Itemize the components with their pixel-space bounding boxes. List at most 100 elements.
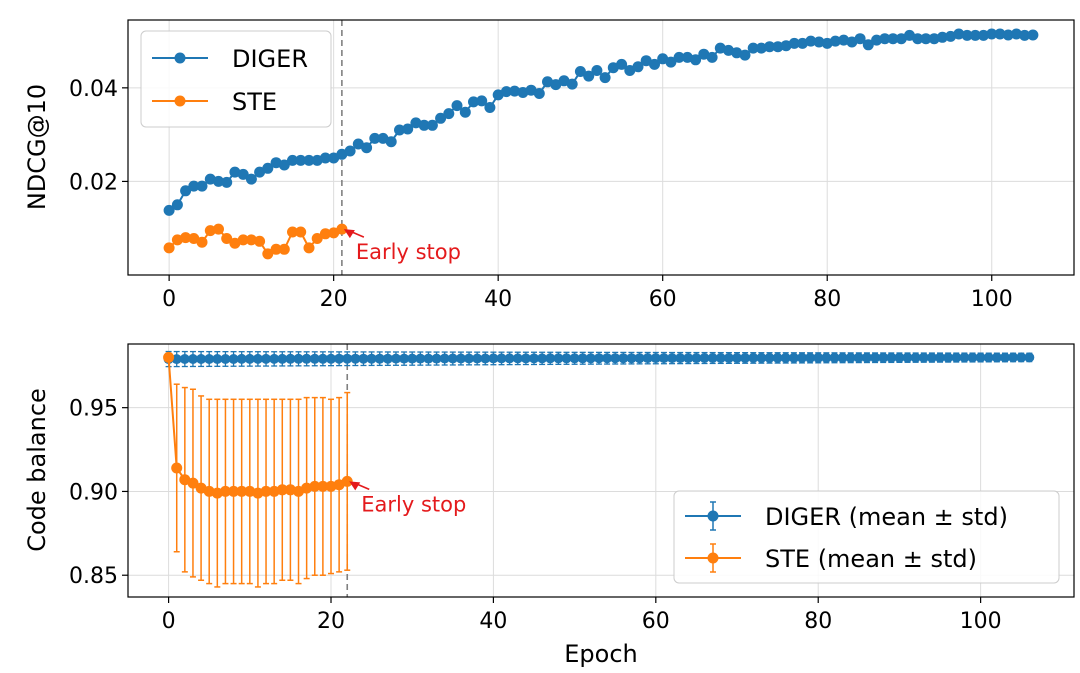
- top-x-tick-label: 100: [971, 287, 1013, 312]
- data-point-diger-mean-std: [902, 352, 913, 363]
- data-point-ste: [196, 236, 208, 248]
- data-point-diger: [698, 48, 710, 60]
- data-point-diger-mean-std: [610, 353, 621, 364]
- data-point-diger: [649, 58, 660, 70]
- code-balance-legend-box: [673, 490, 1060, 584]
- data-point-diger-mean-std: [650, 353, 661, 364]
- data-point-diger-mean-std: [261, 353, 271, 364]
- data-point-diger-mean-std: [667, 353, 678, 364]
- bot-x-tick-label: 80: [804, 609, 832, 634]
- data-point-diger-mean-std: [553, 353, 564, 364]
- data-point-diger: [245, 173, 257, 185]
- data-point-ste: [319, 228, 331, 240]
- bot-annotation-label: Early stop: [361, 492, 466, 516]
- data-point-diger-mean-std: [991, 352, 1002, 363]
- data-point-diger: [706, 51, 718, 63]
- data-point-diger-mean-std: [748, 352, 759, 363]
- data-point-diger: [509, 85, 521, 97]
- data-point-diger: [624, 65, 636, 76]
- data-point-diger-mean-std: [423, 353, 434, 364]
- data-point-ste-mean-std: [301, 482, 313, 494]
- data-point-diger-mean-std: [366, 353, 377, 364]
- data-point-diger-mean-std: [829, 352, 840, 363]
- data-point-diger: [171, 199, 183, 211]
- data-point-diger-mean-std: [634, 353, 645, 364]
- data-point-diger-mean-std: [317, 353, 328, 364]
- data-point-diger: [879, 33, 891, 45]
- data-point-diger-mean-std: [520, 353, 531, 364]
- data-point-ste-mean-std: [219, 485, 231, 497]
- data-point-diger: [468, 96, 479, 108]
- data-point-ste: [221, 233, 233, 244]
- data-point-diger: [574, 66, 586, 77]
- data-point-diger: [1010, 28, 1022, 40]
- data-point-diger-mean-std: [602, 353, 613, 364]
- data-point-diger-mean-std: [464, 353, 474, 364]
- data-point-diger-mean-std: [732, 353, 742, 363]
- data-point-diger-mean-std: [853, 352, 864, 363]
- data-point-diger: [369, 132, 381, 144]
- data-point-diger: [533, 88, 545, 99]
- code-balance-plot-frame: [127, 343, 1075, 598]
- top-x-tick-label: 20: [320, 287, 348, 312]
- data-point-ste-mean-std: [317, 480, 329, 492]
- data-point-diger-mean-std: [196, 354, 207, 364]
- data-point-diger-mean-std: [723, 353, 734, 363]
- data-point-diger-mean-std: [894, 352, 905, 363]
- data-point-diger-mean-std: [886, 352, 897, 363]
- data-point-ste: [303, 242, 315, 254]
- data-point-diger: [953, 28, 965, 40]
- bot-y-tick-label: 0.85: [69, 564, 118, 589]
- data-point-diger: [887, 33, 899, 45]
- data-point-diger: [402, 123, 414, 135]
- data-point-diger: [352, 138, 364, 150]
- data-point-diger-mean-std: [740, 353, 751, 363]
- data-point-diger: [739, 49, 751, 61]
- data-point-diger: [278, 159, 290, 171]
- legend-ste-std-marker: [707, 552, 719, 564]
- data-point-diger-mean-std: [788, 352, 799, 363]
- data-point-diger: [484, 102, 496, 113]
- data-point-diger: [262, 162, 274, 174]
- data-point-diger: [213, 175, 224, 187]
- data-point-diger: [805, 35, 817, 47]
- data-point-diger-mean-std: [545, 353, 556, 364]
- data-point-diger: [591, 65, 603, 76]
- data-point-diger: [961, 29, 973, 41]
- data-point-diger-mean-std: [480, 353, 491, 364]
- data-point-ste: [311, 233, 323, 244]
- bot-y-tick-label: 0.95: [69, 397, 118, 422]
- epoch-x-axis-label: Epoch: [564, 640, 638, 668]
- ndcg-plot-frame: [127, 19, 1075, 276]
- data-point-diger: [1027, 29, 1039, 41]
- top-y-tick-label: 0.04: [69, 77, 118, 102]
- data-point-diger-mean-std: [188, 354, 198, 364]
- data-point-diger-mean-std: [447, 353, 458, 364]
- bot-x-tick-label: 60: [642, 609, 670, 634]
- data-point-diger-mean-std: [780, 352, 791, 363]
- data-point-diger-mean-std: [772, 352, 783, 363]
- data-point-ste: [213, 223, 224, 235]
- code-balance-panel: 0 20 40 60 80 100 0.85 0.90 0.95 Code balance E…: [23, 343, 1075, 668]
- data-point-ste: [287, 226, 298, 238]
- data-point-diger: [476, 95, 488, 107]
- legend-diger-label: DIGER: [232, 45, 308, 73]
- data-point-diger: [229, 166, 241, 178]
- data-point-diger: [1002, 29, 1014, 41]
- data-point-diger: [221, 176, 233, 188]
- data-point-diger-mean-std: [918, 352, 929, 363]
- data-point-diger: [385, 136, 397, 148]
- data-point-diger-mean-std: [382, 353, 393, 364]
- data-point-ste-mean-std: [163, 351, 175, 363]
- data-point-diger: [361, 142, 373, 154]
- data-point-ste-mean-std: [260, 485, 272, 497]
- bot-x-tick-label: 100: [960, 609, 1002, 634]
- data-point-ste: [295, 226, 307, 238]
- data-point-diger-mean-std: [910, 352, 921, 363]
- data-point-diger: [418, 119, 430, 131]
- data-point-diger-mean-std: [561, 353, 572, 364]
- data-point-diger-mean-std: [504, 353, 515, 364]
- data-point-diger-mean-std: [472, 353, 483, 364]
- ndcg-panel: 0 20 40 60 80 100 0.02 0.04 NDCG@10 Early stop…: [23, 19, 1075, 312]
- data-point-ste: [278, 243, 290, 255]
